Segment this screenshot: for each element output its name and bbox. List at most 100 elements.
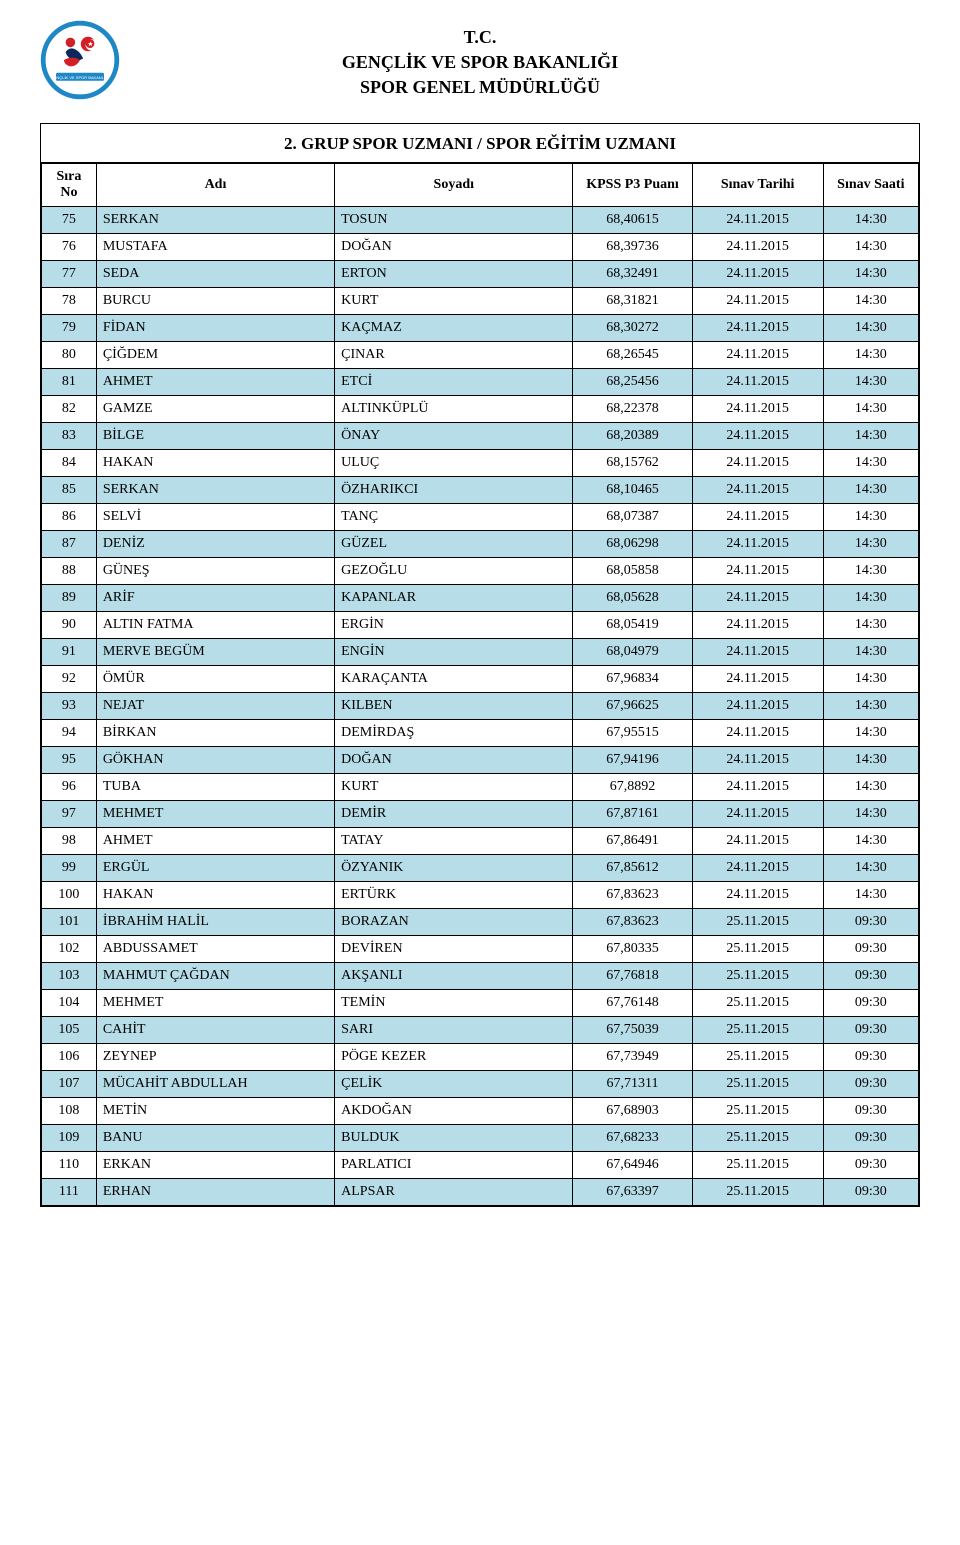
cell-tarih: 24.11.2015 [692,342,823,369]
cell-adi: TUBA [96,774,334,801]
cell-sira: 105 [42,1017,97,1044]
cell-tarih: 24.11.2015 [692,261,823,288]
cell-sira: 95 [42,747,97,774]
cell-saat: 09:30 [823,1179,918,1206]
cell-tarih: 25.11.2015 [692,963,823,990]
cell-tarih: 24.11.2015 [692,612,823,639]
cell-tarih: 24.11.2015 [692,288,823,315]
cell-puan: 68,15762 [573,450,692,477]
cell-puan: 68,06298 [573,531,692,558]
cell-tarih: 24.11.2015 [692,639,823,666]
cell-puan: 68,05628 [573,585,692,612]
cell-tarih: 24.11.2015 [692,234,823,261]
cell-adi: ABDUSSAMET [96,936,334,963]
cell-saat: 14:30 [823,423,918,450]
cell-tarih: 24.11.2015 [692,396,823,423]
cell-sira: 86 [42,504,97,531]
table-row: 89ARİFKAPANLAR68,0562824.11.201514:30 [42,585,919,612]
header-line-3: SPOR GENEL MÜDÜRLÜĞÜ [130,75,830,100]
cell-soyadi: DEVİREN [335,936,573,963]
cell-tarih: 24.11.2015 [692,477,823,504]
cell-adi: HAKAN [96,450,334,477]
cell-tarih: 25.11.2015 [692,1179,823,1206]
cell-puan: 67,94196 [573,747,692,774]
cell-puan: 68,10465 [573,477,692,504]
cell-adi: ÖMÜR [96,666,334,693]
cell-adi: DENİZ [96,531,334,558]
cell-puan: 67,85612 [573,855,692,882]
cell-tarih: 24.11.2015 [692,828,823,855]
cell-puan: 67,96834 [573,666,692,693]
cell-saat: 14:30 [823,801,918,828]
candidates-table: Sıra No Adı Soyadı KPSS P3 Puanı Sınav T… [41,163,919,1206]
table-body: 75SERKANTOSUN68,4061524.11.201514:3076MU… [42,207,919,1206]
cell-saat: 14:30 [823,369,918,396]
cell-soyadi: GÜZEL [335,531,573,558]
cell-saat: 14:30 [823,531,918,558]
cell-adi: ÇİĞDEM [96,342,334,369]
cell-tarih: 24.11.2015 [692,531,823,558]
table-row: 102ABDUSSAMETDEVİREN67,8033525.11.201509… [42,936,919,963]
cell-tarih: 25.11.2015 [692,936,823,963]
cell-saat: 09:30 [823,936,918,963]
cell-saat: 09:30 [823,990,918,1017]
cell-sira: 91 [42,639,97,666]
cell-adi: SERKAN [96,207,334,234]
cell-soyadi: DOĞAN [335,747,573,774]
table-row: 103MAHMUT ÇAĞDANAKŞANLI67,7681825.11.201… [42,963,919,990]
cell-adi: MERVE BEGÜM [96,639,334,666]
cell-soyadi: PARLATICI [335,1152,573,1179]
table-row: 84HAKANULUÇ68,1576224.11.201514:30 [42,450,919,477]
cell-soyadi: DOĞAN [335,234,573,261]
cell-tarih: 25.11.2015 [692,1071,823,1098]
cell-puan: 67,68233 [573,1125,692,1152]
cell-saat: 14:30 [823,315,918,342]
cell-sira: 107 [42,1071,97,1098]
cell-tarih: 25.11.2015 [692,1098,823,1125]
cell-tarih: 25.11.2015 [692,1017,823,1044]
cell-adi: HAKAN [96,882,334,909]
cell-soyadi: PÖGE KEZER [335,1044,573,1071]
cell-puan: 68,39736 [573,234,692,261]
cell-soyadi: KAPANLAR [335,585,573,612]
cell-sira: 96 [42,774,97,801]
cell-adi: MUSTAFA [96,234,334,261]
cell-puan: 68,26545 [573,342,692,369]
cell-soyadi: ÖZYANIK [335,855,573,882]
cell-saat: 09:30 [823,1071,918,1098]
cell-saat: 14:30 [823,666,918,693]
cell-soyadi: ULUÇ [335,450,573,477]
cell-sira: 87 [42,531,97,558]
cell-adi: İBRAHİM HALİL [96,909,334,936]
table-row: 97MEHMETDEMİR67,8716124.11.201514:30 [42,801,919,828]
cell-adi: ZEYNEP [96,1044,334,1071]
cell-saat: 14:30 [823,207,918,234]
cell-sira: 90 [42,612,97,639]
col-header-tarih: Sınav Tarihi [692,164,823,207]
cell-sira: 80 [42,342,97,369]
cell-adi: SEDA [96,261,334,288]
group-title: 2. GRUP SPOR UZMANI / SPOR EĞİTİM UZMANI [41,124,919,163]
cell-puan: 67,83623 [573,909,692,936]
cell-saat: 14:30 [823,450,918,477]
col-header-saat: Sınav Saati [823,164,918,207]
table-row: 86SELVİTANÇ68,0738724.11.201514:30 [42,504,919,531]
cell-saat: 14:30 [823,855,918,882]
cell-puan: 67,71311 [573,1071,692,1098]
table-row: 106ZEYNEPPÖGE KEZER67,7394925.11.201509:… [42,1044,919,1071]
cell-adi: SERKAN [96,477,334,504]
table-frame: 2. GRUP SPOR UZMANI / SPOR EĞİTİM UZMANI… [40,123,920,1207]
table-row: 107MÜCAHİT ABDULLAHÇELİK67,7131125.11.20… [42,1071,919,1098]
cell-adi: BİRKAN [96,720,334,747]
cell-puan: 68,05858 [573,558,692,585]
cell-saat: 14:30 [823,774,918,801]
cell-soyadi: ALTINKÜPLÜ [335,396,573,423]
cell-puan: 68,05419 [573,612,692,639]
cell-saat: 09:30 [823,1125,918,1152]
cell-soyadi: DEMİR [335,801,573,828]
page-header: GENÇLİK VE SPOR BAKANLIĞI T.C. GENÇLİK V… [40,20,920,105]
cell-saat: 14:30 [823,747,918,774]
cell-sira: 82 [42,396,97,423]
cell-sira: 81 [42,369,97,396]
cell-soyadi: BULDUK [335,1125,573,1152]
